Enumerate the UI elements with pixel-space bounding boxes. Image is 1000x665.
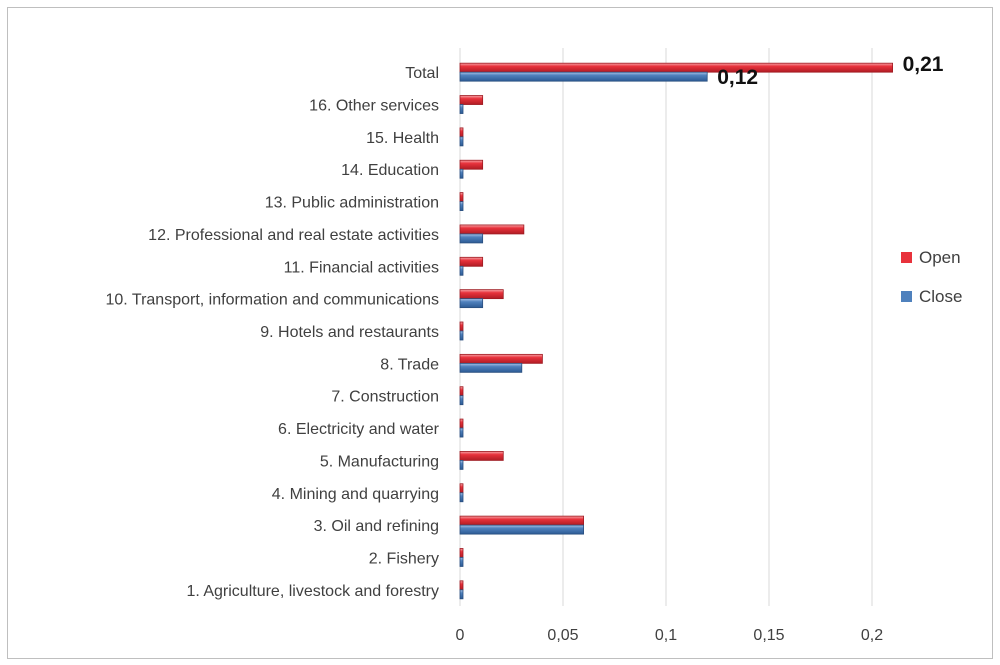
data-label-open-total: 0,21 bbox=[903, 53, 944, 76]
bar-open-3-oil-and-refining bbox=[459, 515, 584, 526]
bar-close-11-financial-activities bbox=[459, 265, 464, 276]
category-label-8-trade: 8. Trade bbox=[380, 356, 439, 373]
bar-close-9-hotels-and-restaurants bbox=[459, 330, 464, 341]
bar-close-13-public-administration bbox=[459, 201, 464, 211]
bar-open-16-other-services bbox=[459, 95, 484, 105]
bar-open-14-education bbox=[459, 159, 484, 170]
category-label-12-professional-and-real-estate-activities: 12. Professional and real estate activit… bbox=[148, 227, 439, 244]
bar-close-12-professional-and-real-estate-activities bbox=[459, 233, 484, 244]
category-label-4-mining-and-quarrying: 4. Mining and quarrying bbox=[272, 486, 439, 503]
category-label-6-electricity-and-water: 6. Electricity and water bbox=[278, 421, 440, 438]
bar-close-7-construction bbox=[459, 395, 464, 406]
bar-open-2-fishery bbox=[459, 548, 464, 558]
category-label-9-hotels-and-restaurants: 9. Hotels and restaurants bbox=[260, 324, 439, 341]
category-label-5-manufacturing: 5. Manufacturing bbox=[320, 453, 439, 470]
category-label-1-agriculture-livestock-and-forestry: 1. Agriculture, livestock and forestry bbox=[186, 583, 439, 600]
chart-frame: 0 0,05 0,1 0,15 0,2 1. Agriculture, livestock… bbox=[7, 7, 993, 659]
x-tick-label-0-1: 0,1 bbox=[655, 627, 677, 644]
bar-open-6-electricity-and-water bbox=[459, 418, 464, 429]
bar-close-1-agriculture-livestock-and-forestry bbox=[459, 589, 464, 600]
category-label-total: Total bbox=[405, 65, 439, 82]
bar-close-8-trade bbox=[459, 362, 523, 373]
bar-close-2-fishery bbox=[459, 557, 464, 567]
category-label-7-construction: 7. Construction bbox=[331, 389, 439, 406]
bar-close-15-health bbox=[459, 136, 464, 147]
category-label-11-financial-activities: 11. Financial activities bbox=[284, 259, 439, 276]
bar-close-total bbox=[459, 71, 708, 82]
bar-open-12-professional-and-real-estate-activities bbox=[459, 224, 525, 235]
bar-open-15-health bbox=[459, 127, 464, 138]
category-label-10-transport-information-and-communications: 10. Transport, information and communica… bbox=[106, 292, 440, 309]
data-label-close-total: 0,12 bbox=[717, 66, 758, 89]
x-tick-label-0-15: 0,15 bbox=[753, 627, 784, 644]
bar-close-14-education bbox=[459, 168, 464, 179]
category-label-16-other-services: 16. Other services bbox=[309, 98, 439, 115]
category-label-15-health: 15. Health bbox=[366, 130, 439, 147]
chart-plot: 0 0,05 0,1 0,15 0,2 1. Agriculture, livestock… bbox=[106, 48, 962, 644]
legend-swatch-close bbox=[901, 291, 912, 302]
bar-close-5-manufacturing bbox=[459, 460, 464, 470]
bar-close-6-electricity-and-water bbox=[459, 427, 464, 438]
category-label-2-fishery: 2. Fishery bbox=[369, 550, 439, 567]
x-tick-label-0-05: 0,05 bbox=[547, 627, 578, 644]
legend-swatch-open bbox=[901, 252, 912, 263]
bar-open-8-trade bbox=[459, 353, 543, 364]
bar-open-13-public-administration bbox=[459, 192, 464, 202]
bar-close-4-mining-and-quarrying bbox=[459, 492, 464, 503]
bar-open-5-manufacturing bbox=[459, 451, 504, 461]
bar-close-16-other-services bbox=[459, 104, 464, 114]
x-tick-label-0: 0 bbox=[456, 627, 465, 644]
bar-open-10-transport-information-and-communications bbox=[459, 289, 504, 300]
bar-open-4-mining-and-quarrying bbox=[459, 483, 464, 494]
x-tick-label-0-2: 0,2 bbox=[861, 627, 883, 644]
bar-open-11-financial-activities bbox=[459, 256, 484, 267]
bar-close-10-transport-information-and-communications bbox=[459, 298, 484, 309]
category-label-3-oil-and-refining: 3. Oil and refining bbox=[314, 518, 439, 535]
legend-label-open: Open bbox=[919, 248, 961, 267]
bar-open-7-construction bbox=[459, 386, 464, 397]
bar-open-total bbox=[459, 62, 894, 73]
legend-label-close: Close bbox=[919, 287, 962, 306]
category-label-14-education: 14. Education bbox=[341, 162, 439, 179]
bar-close-3-oil-and-refining bbox=[459, 524, 584, 535]
category-label-13-public-administration: 13. Public administration bbox=[265, 195, 439, 212]
bar-open-1-agriculture-livestock-and-forestry bbox=[459, 580, 464, 591]
bar-open-9-hotels-and-restaurants bbox=[459, 321, 464, 332]
